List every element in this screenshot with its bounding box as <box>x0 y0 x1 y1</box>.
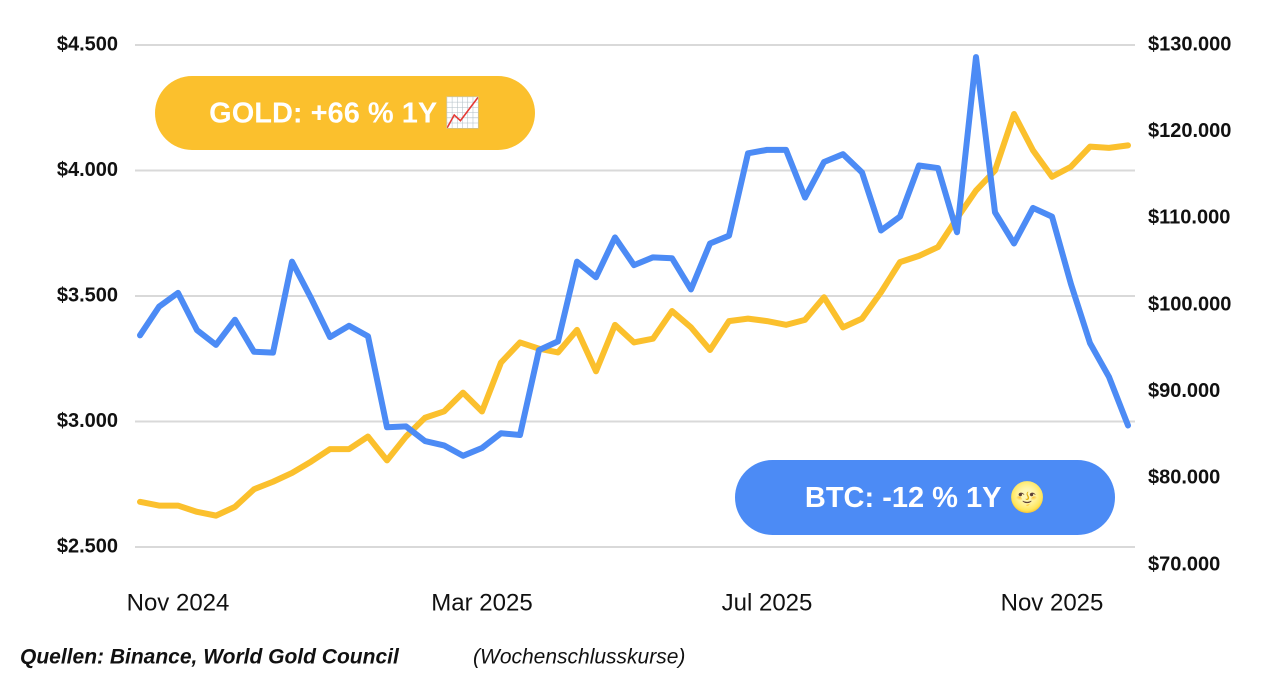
y2-tick-label: $80.000 <box>1148 467 1220 489</box>
line-series <box>137 54 1131 459</box>
y-tick-label: $4.000 <box>57 159 118 181</box>
x-tick-label: Jul 2025 <box>722 589 813 616</box>
line-series <box>137 111 1131 519</box>
x-tick-label: Nov 2025 <box>1001 589 1104 616</box>
annotation-text: BTC: -12 % 1Y 🌝 <box>805 480 1045 514</box>
annotation-pill <box>155 76 535 150</box>
annotation-pill <box>735 460 1115 535</box>
y-tick-label: $3.500 <box>57 284 118 306</box>
y-tick-label: $3.000 <box>57 410 118 432</box>
y2-tick-label: $90.000 <box>1148 380 1220 402</box>
source: Quellen: Binance, World Gold Council <box>20 646 400 669</box>
y2-tick-label: $100.000 <box>1148 293 1231 315</box>
y2-tick-label: $110.000 <box>1148 207 1230 229</box>
y-tick-label: $2.500 <box>57 535 118 557</box>
y2-tick-label: $130.000 <box>1148 33 1231 55</box>
y-tick-label: $4.500 <box>57 33 118 55</box>
x-tick-label: Nov 2024 <box>127 589 230 616</box>
x-tick-label: Mar 2025 <box>431 589 532 616</box>
annotation-text: GOLD: +66 % 1Y 📈 <box>209 96 481 130</box>
y2-tick-label: $70.000 <box>1148 553 1220 575</box>
source-note: (Wochenschlusskurse) <box>473 646 685 669</box>
y2-tick-label: $120.000 <box>1148 120 1231 142</box>
